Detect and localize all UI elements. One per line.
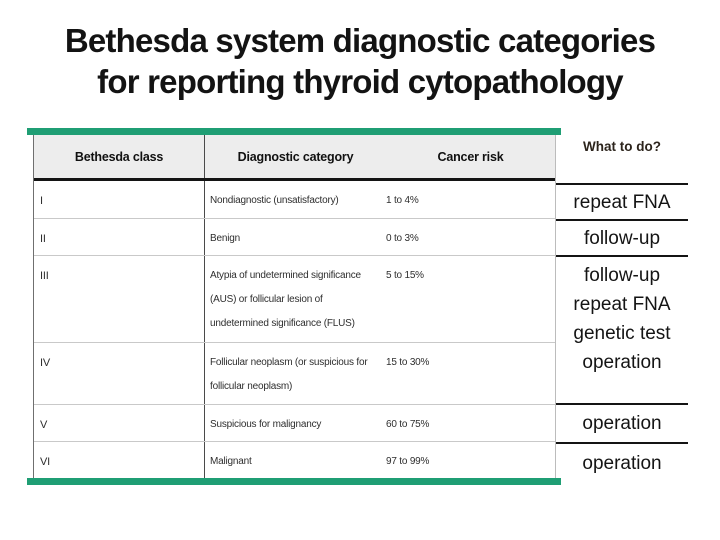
cancer-risk-cell: 1 to 4% (386, 195, 419, 206)
diagnostic-category-cell: Follicular neoplasm (or suspicious for f… (210, 357, 368, 392)
bethesda-class-cell: II (34, 219, 205, 255)
table-row: III Atypia of undetermined significance … (34, 256, 555, 343)
column-header-cancer-risk: Cancer risk (437, 149, 504, 164)
cancer-risk-cell: 97 to 99% (386, 456, 430, 467)
table-body-frame: Bethesda class Diagnostic category Cance… (33, 135, 556, 478)
what-to-do-item: operation (582, 413, 662, 434)
what-to-do-section: operation (556, 442, 688, 488)
table-top-accent-bar (27, 128, 561, 135)
bethesda-class-cell: VI (34, 442, 205, 478)
bethesda-class-cell: V (34, 405, 205, 441)
column-header-diagnostic-category: Diagnostic category (237, 149, 354, 164)
column-header-bethesda-class: Bethesda class (34, 135, 205, 178)
table-row: II Benign 0 to 3% (34, 219, 555, 256)
what-to-do-sections: repeat FNA follow-up follow-up repeat FNA ge… (556, 183, 688, 488)
diagnostic-category-cell: Benign (210, 233, 240, 244)
table-row: V Suspicious for malignancy 60 to 75% (34, 405, 555, 442)
what-to-do-item: operation (582, 352, 662, 373)
bethesda-class-cell: IV (34, 343, 205, 404)
what-to-do-section: follow-up repeat FNA genetic test operation (556, 255, 688, 403)
cancer-risk-cell: 15 to 30% (386, 357, 430, 368)
table-body: I Nondiagnostic (unsatisfactory) 1 to 4%… (34, 181, 555, 478)
table-header-row: Bethesda class Diagnostic category Cance… (34, 135, 555, 181)
cancer-risk-cell: 0 to 3% (386, 233, 419, 244)
what-to-do-section: operation (556, 403, 688, 442)
what-to-do-item: follow-up (583, 265, 661, 286)
cancer-risk-cell: 5 to 15% (386, 270, 424, 281)
what-to-do-item: genetic test (573, 323, 671, 344)
table-row: IV Follicular neoplasm (or suspicious fo… (34, 343, 555, 405)
table-bottom-accent-bar (27, 478, 561, 485)
bethesda-table: Bethesda class Diagnostic category Cance… (27, 128, 561, 485)
what-to-do-header: What to do? (583, 139, 661, 154)
what-to-do-section: repeat FNA (556, 183, 688, 219)
what-to-do-item: operation (582, 453, 662, 474)
bethesda-class-cell: III (34, 256, 205, 342)
cancer-risk-cell: 60 to 75% (386, 419, 430, 430)
what-to-do-item: follow-up (583, 227, 661, 249)
bethesda-class-cell: I (34, 181, 205, 218)
diagnostic-category-cell: Suspicious for malignancy (210, 419, 322, 430)
what-to-do-section: follow-up (556, 219, 688, 255)
diagnostic-category-cell: Malignant (210, 456, 252, 467)
slide-title-line2: for reporting thyroid cytopathology (97, 63, 623, 100)
table-row: VI Malignant 97 to 99% (34, 442, 555, 478)
slide-title: Bethesda system diagnostic categories fo… (10, 20, 710, 102)
diagnostic-category-cell: Nondiagnostic (unsatisfactory) (210, 195, 339, 206)
what-to-do-column: What to do? repeat FNA follow-up follow-up… (556, 136, 688, 488)
diagnostic-category-cell: Atypia of undetermined significance (AUS… (210, 270, 361, 329)
slide-title-line1: Bethesda system diagnostic categories (64, 22, 656, 59)
what-to-do-item: repeat FNA (573, 294, 671, 315)
what-to-do-item: repeat FNA (573, 191, 671, 213)
table-row: I Nondiagnostic (unsatisfactory) 1 to 4% (34, 181, 555, 219)
